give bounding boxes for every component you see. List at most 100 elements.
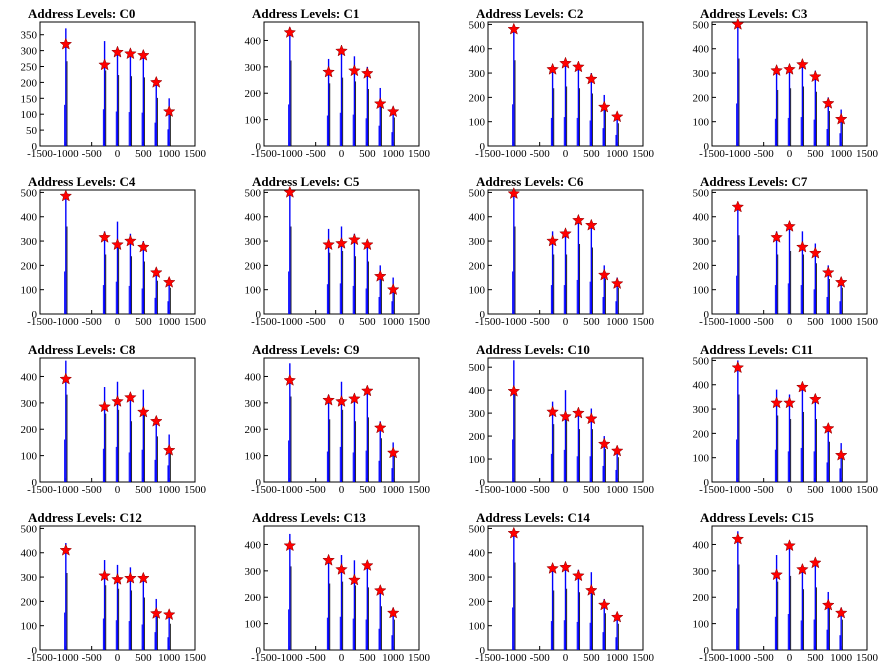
- x-tick-label: 500: [359, 652, 376, 664]
- x-tick-label: 1500: [856, 148, 879, 160]
- x-tick-label: 500: [807, 652, 824, 664]
- x-tick-label: 1500: [856, 316, 879, 328]
- x-tick-label: -1500: [699, 652, 725, 664]
- x-tick-label: 1000: [158, 316, 181, 328]
- y-tick-label: 300: [21, 236, 38, 248]
- chart-panel: Address Levels: C14 0 100 200 300 400 500 -1500…: [469, 510, 655, 664]
- x-tick-label: 0: [115, 148, 121, 160]
- x-tick-label: -1000: [277, 652, 303, 664]
- peak-marker-star: [783, 396, 796, 409]
- x-tick-label: 0: [787, 316, 793, 328]
- peak-marker-star: [610, 610, 624, 623]
- y-tick-label: 400: [469, 385, 486, 397]
- x-tick-label: -500: [754, 484, 775, 496]
- y-tick-label: 200: [469, 260, 486, 272]
- x-tick-label: -1000: [501, 148, 527, 160]
- x-tick-label: -1500: [27, 652, 53, 664]
- chart-title: Address Levels: C5: [252, 174, 360, 189]
- y-tick-label: 200: [21, 424, 38, 436]
- peak-marker-star: [335, 44, 348, 57]
- x-tick-label: 0: [115, 484, 121, 496]
- y-tick-label: 200: [693, 428, 710, 440]
- peak-marker-star: [98, 230, 111, 243]
- chart-panel: Address Levels: C15 0 100 200 300 400 -1500 -10…: [693, 510, 879, 664]
- x-tick-label: 1500: [408, 316, 431, 328]
- y-tick-label: 400: [693, 539, 710, 551]
- peak-marker-star: [834, 606, 848, 619]
- y-tick-label: 300: [245, 236, 262, 248]
- peak-marker-star: [124, 234, 137, 247]
- x-tick-label: -1000: [53, 316, 79, 328]
- y-tick-label: 0: [32, 309, 38, 321]
- chart-title: Address Levels: C6: [476, 174, 584, 189]
- y-tick-label: 500: [693, 19, 710, 31]
- x-tick-label: -1000: [725, 148, 751, 160]
- y-tick-label: 200: [693, 92, 710, 104]
- x-tick-label: -500: [754, 652, 775, 664]
- peak-marker-star: [149, 606, 163, 619]
- chart-title: Address Levels: C11: [700, 342, 813, 357]
- x-tick-label: 1500: [632, 484, 655, 496]
- y-tick-label: 300: [245, 398, 262, 410]
- y-tick-label: 100: [21, 109, 38, 121]
- chart-title: Address Levels: C12: [28, 510, 142, 525]
- y-tick-label: 0: [704, 141, 710, 153]
- x-tick-label: 500: [807, 148, 824, 160]
- chart-panel: Address Levels: C13 0 100 200 300 400 -1500 -10…: [245, 510, 431, 664]
- x-tick-label: 1500: [184, 652, 207, 664]
- y-tick-label: 400: [245, 539, 262, 551]
- chart-title: Address Levels: C7: [700, 174, 808, 189]
- peak-marker-star: [322, 393, 335, 406]
- x-tick-label: 1000: [382, 484, 405, 496]
- y-tick-label: 500: [469, 362, 486, 374]
- peak-marker-star: [373, 97, 387, 110]
- x-tick-label: 0: [115, 652, 121, 664]
- y-tick-label: 200: [245, 260, 262, 272]
- y-tick-label: 400: [469, 44, 486, 56]
- peak-marker-star: [821, 598, 835, 611]
- x-tick-label: 1000: [158, 652, 181, 664]
- x-tick-label: 0: [339, 484, 345, 496]
- x-tick-label: -1500: [475, 316, 501, 328]
- x-tick-label: 1000: [606, 652, 629, 664]
- chart-panel: Address Levels: C60100200300400500-1500-…: [469, 174, 655, 328]
- peak-marker-star: [507, 186, 521, 200]
- chart-panel: Address Levels: C20100200300400500-1500-…: [469, 6, 655, 160]
- y-tick-label: 100: [693, 453, 710, 465]
- peak-marker-star: [584, 412, 598, 425]
- y-tick-label: 50: [26, 125, 38, 137]
- peak-marker-star: [796, 562, 809, 575]
- peak-marker-star: [610, 276, 624, 290]
- peak-marker-star: [386, 283, 400, 296]
- peak-marker-star: [731, 17, 745, 30]
- y-tick-label: 300: [693, 236, 710, 248]
- y-tick-label: 0: [704, 309, 710, 321]
- peak-marker-star: [124, 47, 137, 60]
- x-tick-label: -500: [82, 484, 103, 496]
- x-tick-label: 500: [135, 148, 152, 160]
- y-tick-label: 100: [693, 285, 710, 297]
- peak-marker-star: [808, 556, 822, 569]
- peak-marker-star: [283, 539, 297, 552]
- x-tick-label: 500: [359, 484, 376, 496]
- peak-marker-star: [507, 526, 521, 539]
- peak-marker-star: [597, 598, 611, 611]
- peak-marker-star: [770, 568, 783, 581]
- chart-panel: Address Levels: C70100200300400500-1500-…: [693, 174, 879, 328]
- y-tick-label: 100: [469, 621, 486, 633]
- x-tick-label: 0: [563, 652, 569, 664]
- x-tick-label: -1500: [699, 484, 725, 496]
- y-tick-label: 400: [469, 212, 486, 224]
- x-tick-label: -500: [754, 148, 775, 160]
- peak-marker-star: [783, 539, 796, 552]
- chart-title: Address Levels: C13: [252, 510, 366, 525]
- peak-marker-star: [98, 400, 111, 413]
- y-tick-label: 400: [21, 548, 38, 560]
- x-tick-label: 1500: [184, 484, 207, 496]
- x-tick-label: 1000: [830, 484, 853, 496]
- x-tick-label: 1000: [606, 316, 629, 328]
- peak-marker-star: [546, 234, 559, 247]
- x-tick-label: 1000: [830, 148, 853, 160]
- y-tick-label: 300: [245, 62, 262, 74]
- peak-marker-star: [559, 560, 572, 573]
